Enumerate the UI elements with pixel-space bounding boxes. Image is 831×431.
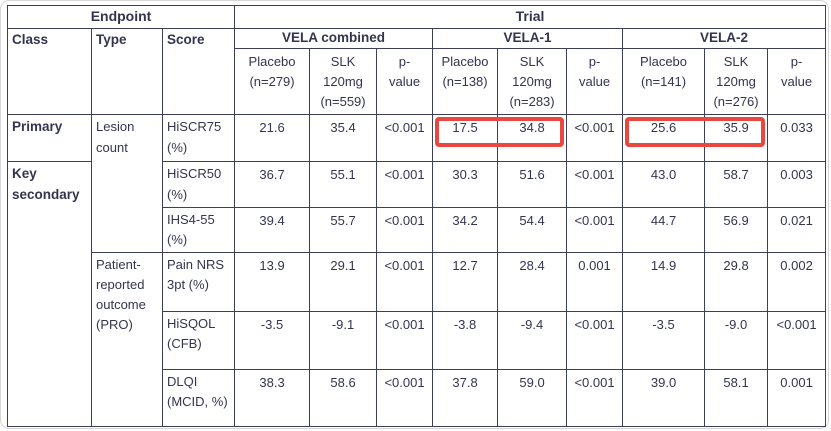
data-cell: -9.0 <box>704 310 769 370</box>
data-cell: 21.6 <box>234 114 311 163</box>
data-cell: 14.9 <box>622 251 706 312</box>
subheader-pvalue-vela-1: p- value <box>566 47 624 116</box>
data-cell-highlighted: 34.8 <box>497 114 568 163</box>
data-cell: 30.3 <box>432 161 499 208</box>
type-cell-pro: Patient- reported outcome (PRO) <box>91 251 163 427</box>
data-cell: <0.001 <box>376 368 434 427</box>
class-cell-key-secondary: Key secondary <box>7 161 92 427</box>
data-cell: 56.9 <box>704 206 769 253</box>
data-cell: 43.0 <box>622 161 706 208</box>
trial-results-table-wrap: Endpoint Trial Class Type Score VELA com… <box>6 5 827 427</box>
type-cell-lesion-count: Lesion count <box>91 114 163 253</box>
data-cell: 58.1 <box>704 368 769 427</box>
score-cell-pain-nrs: Pain NRS 3pt (%) <box>161 251 236 312</box>
subheader-pvalue-vela-2: p- value <box>767 47 827 116</box>
data-cell: 13.9 <box>234 251 311 312</box>
data-cell: 12.7 <box>432 251 499 312</box>
data-cell: -9.4 <box>497 310 568 370</box>
subheader-slk-vela-1: SLK 120mg (n=283) <box>497 47 568 116</box>
data-cell: 58.6 <box>309 368 378 427</box>
data-cell: -3.5 <box>622 310 706 370</box>
subheader-slk-vela-combined: SLK 120mg (n=559) <box>309 47 378 116</box>
data-cell: 38.3 <box>234 368 311 427</box>
data-cell-highlighted: 25.6 <box>622 114 706 163</box>
data-cell: 0.003 <box>767 161 827 208</box>
table-row-top-header: Endpoint Trial <box>6 5 827 29</box>
table-row-sub-header: Placebo (n=279) SLK 120mg (n=559) p- val… <box>8 47 827 116</box>
data-cell: -3.8 <box>432 310 499 370</box>
data-cell: 36.7 <box>234 161 311 208</box>
score-cell-hiscr75: HiSCR75 (%) <box>161 114 236 163</box>
table-row-pain-nrs: Patient- reported outcome (PRO) Pain NRS… <box>8 251 827 427</box>
score-cell-ihs4-55: IHS4-55 (%) <box>161 206 236 253</box>
data-cell: 0.021 <box>767 206 827 253</box>
col-header-class: Class <box>7 27 92 116</box>
table-row-hiscr75: Primary Lesion count HiSCR75 (%) 21.6 35… <box>7 114 827 253</box>
data-cell: <0.001 <box>566 161 624 208</box>
data-cell: 51.6 <box>497 161 568 208</box>
data-cell: <0.001 <box>566 114 624 163</box>
data-cell-highlighted: 35.9 <box>704 114 769 163</box>
group-header-vela-2: VELA-2 <box>622 28 827 49</box>
data-cell: <0.001 <box>376 310 434 370</box>
table-row-hiscr50: Key secondary HiSCR50 (%) 36.7 55.1 <0.0… <box>7 161 827 427</box>
data-cell: -9.1 <box>309 310 378 370</box>
data-cell: <0.001 <box>376 206 434 253</box>
score-cell-dlqi: DLQI (MCID, %) <box>161 368 236 427</box>
table-row-group-header: Class Type Score VELA combined VELA-1 VE… <box>7 27 827 116</box>
header-endpoint: Endpoint <box>6 5 236 29</box>
table-row-hisqol: HiSQOL (CFB) -3.5 -9.1 <0.001 -3.8 -9.4 … <box>8 310 827 370</box>
score-cell-hisqol: HiSQOL (CFB) <box>161 310 236 370</box>
data-cell: 39.0 <box>622 368 706 427</box>
data-cell: 59.0 <box>497 368 568 427</box>
group-header-vela-1: VELA-1 <box>432 28 624 49</box>
data-cell: 29.1 <box>309 251 378 312</box>
data-cell: 28.4 <box>497 251 568 312</box>
data-cell: 44.7 <box>622 206 706 253</box>
data-cell: 0.001 <box>767 368 827 427</box>
data-cell: 35.4 <box>309 114 378 163</box>
class-cell-primary: Primary <box>7 114 92 163</box>
trial-results-table: Endpoint Trial Class Type Score VELA com… <box>6 5 827 427</box>
data-cell: 0.002 <box>767 251 827 312</box>
data-cell: <0.001 <box>566 368 624 427</box>
data-cell: 55.7 <box>309 206 378 253</box>
data-cell-highlighted: 17.5 <box>432 114 499 163</box>
subheader-placebo-vela-1: Placebo (n=138) <box>432 47 499 116</box>
data-cell: <0.001 <box>566 206 624 253</box>
data-cell: -3.5 <box>234 310 311 370</box>
data-cell: <0.001 <box>376 114 434 163</box>
score-cell-hiscr50: HiSCR50 (%) <box>161 161 236 208</box>
data-cell: 55.1 <box>309 161 378 208</box>
data-cell: 58.7 <box>704 161 769 208</box>
table-row-dlqi: DLQI (MCID, %) 38.3 58.6 <0.001 37.8 59.… <box>8 368 827 427</box>
subheader-placebo-vela-2: Placebo (n=141) <box>622 47 706 116</box>
table-row-ihs4-55: IHS4-55 (%) 39.4 55.7 <0.001 34.2 54.4 <… <box>8 206 827 253</box>
data-cell: 54.4 <box>497 206 568 253</box>
header-trial: Trial <box>234 5 827 29</box>
col-header-score: Score <box>161 27 236 116</box>
data-cell: <0.001 <box>767 310 827 370</box>
col-header-type: Type <box>91 27 163 116</box>
data-cell: 29.8 <box>704 251 769 312</box>
data-cell: 39.4 <box>234 206 311 253</box>
subheader-slk-vela-2: SLK 120mg (n=276) <box>704 47 769 116</box>
data-cell: <0.001 <box>566 310 624 370</box>
data-cell: <0.001 <box>376 251 434 312</box>
subheader-placebo-vela-combined: Placebo (n=279) <box>234 47 311 116</box>
data-cell: 0.033 <box>767 114 827 163</box>
data-cell: 0.001 <box>566 251 624 312</box>
data-cell: 37.8 <box>432 368 499 427</box>
group-header-vela-combined: VELA combined <box>234 28 434 49</box>
data-cell: 34.2 <box>432 206 499 253</box>
subheader-pvalue-vela-combined: p- value <box>376 47 434 116</box>
data-cell: <0.001 <box>376 161 434 208</box>
